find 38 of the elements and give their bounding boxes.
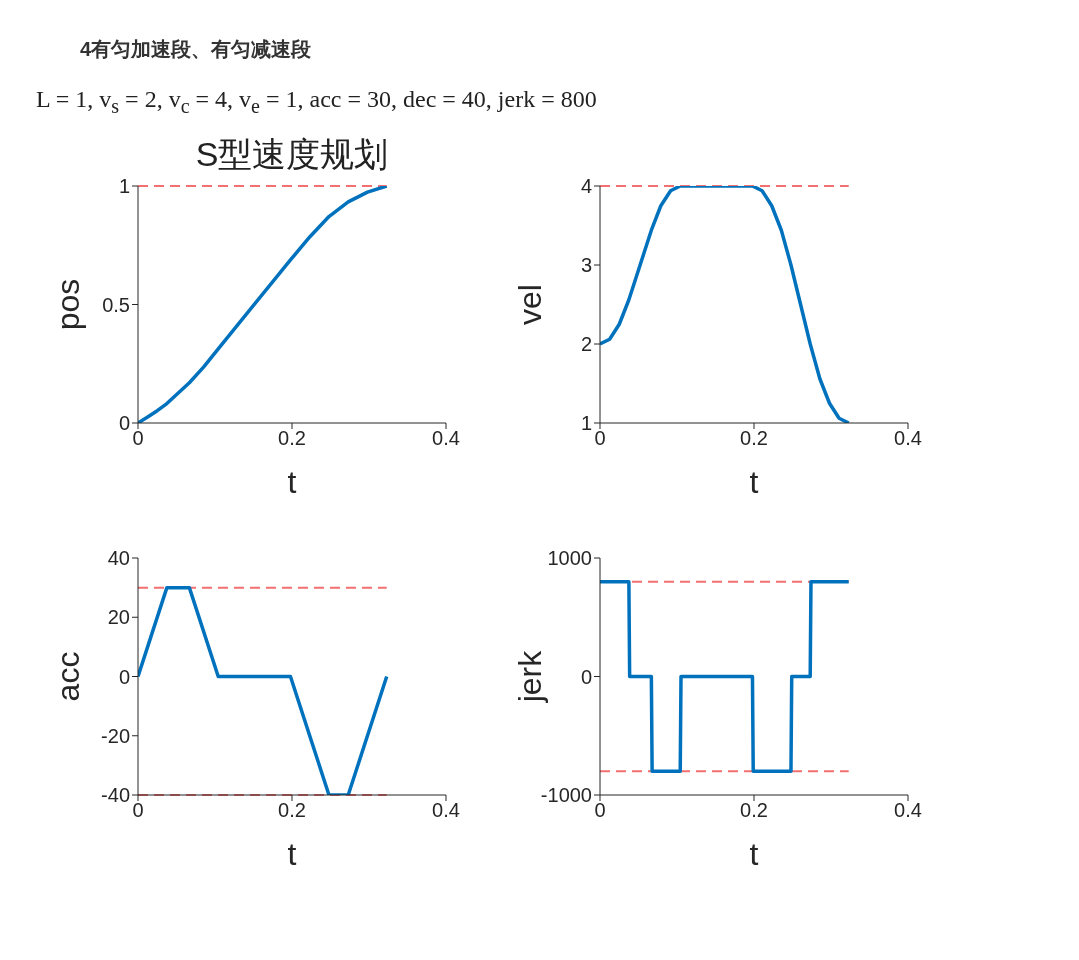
x-tick-label: 0.2 bbox=[278, 427, 306, 450]
x-tick-label: 0.4 bbox=[894, 799, 922, 822]
x-tick-label: 0 bbox=[594, 427, 606, 450]
x-tick-label: 0.4 bbox=[894, 427, 922, 450]
x-tick-label: 0 bbox=[132, 427, 144, 450]
x-axis-title: t bbox=[287, 464, 297, 500]
x-tick-label: 0.2 bbox=[278, 799, 306, 822]
y-tick-label: -1000 bbox=[540, 784, 592, 807]
y-tick-label: 40 bbox=[107, 547, 130, 570]
y-tick-label: 20 bbox=[107, 606, 130, 629]
y-tick-label: 0.5 bbox=[102, 293, 130, 316]
y-axis-title: jerk bbox=[512, 649, 549, 704]
x-axis-title: t bbox=[287, 836, 297, 872]
y-axis-title: vel bbox=[512, 284, 549, 325]
y-tick-label: 0 bbox=[118, 412, 130, 435]
y-tick-label: 3 bbox=[580, 254, 592, 277]
x-tick-label: 0.2 bbox=[740, 427, 768, 450]
y-tick-label: -20 bbox=[101, 724, 130, 747]
text: 4有匀加速段、有匀减速段 bbox=[80, 37, 312, 62]
x-axis-title: t bbox=[749, 836, 759, 872]
chart-title: S型速度规划 bbox=[194, 134, 390, 175]
y-tick-label: 0 bbox=[580, 665, 592, 688]
x-axis-title: t bbox=[749, 464, 759, 500]
y-tick-label: 1 bbox=[118, 175, 130, 198]
x-tick-label: 0.4 bbox=[432, 427, 460, 450]
y-axis-title: acc bbox=[50, 651, 87, 702]
y-tick-label: 4 bbox=[580, 175, 592, 198]
y-tick-label: -40 bbox=[101, 784, 130, 807]
x-tick-label: 0 bbox=[132, 799, 144, 822]
y-axis-title: pos bbox=[50, 278, 87, 331]
x-tick-label: 0.2 bbox=[740, 799, 768, 822]
x-tick-label: 0 bbox=[594, 799, 606, 822]
y-tick-label: 0 bbox=[118, 665, 130, 688]
x-tick-label: 0.4 bbox=[432, 799, 460, 822]
y-tick-label: 1 bbox=[580, 412, 592, 435]
text: L = 1, v$_{s}$ = 2, v$_{c}$ = 4, v$_{e}$ = 1, acc = 30, dec = 40, jerk = 800 bbox=[36, 86, 597, 118]
y-tick-label: 2 bbox=[580, 333, 592, 356]
y-tick-label: 1000 bbox=[547, 547, 592, 570]
